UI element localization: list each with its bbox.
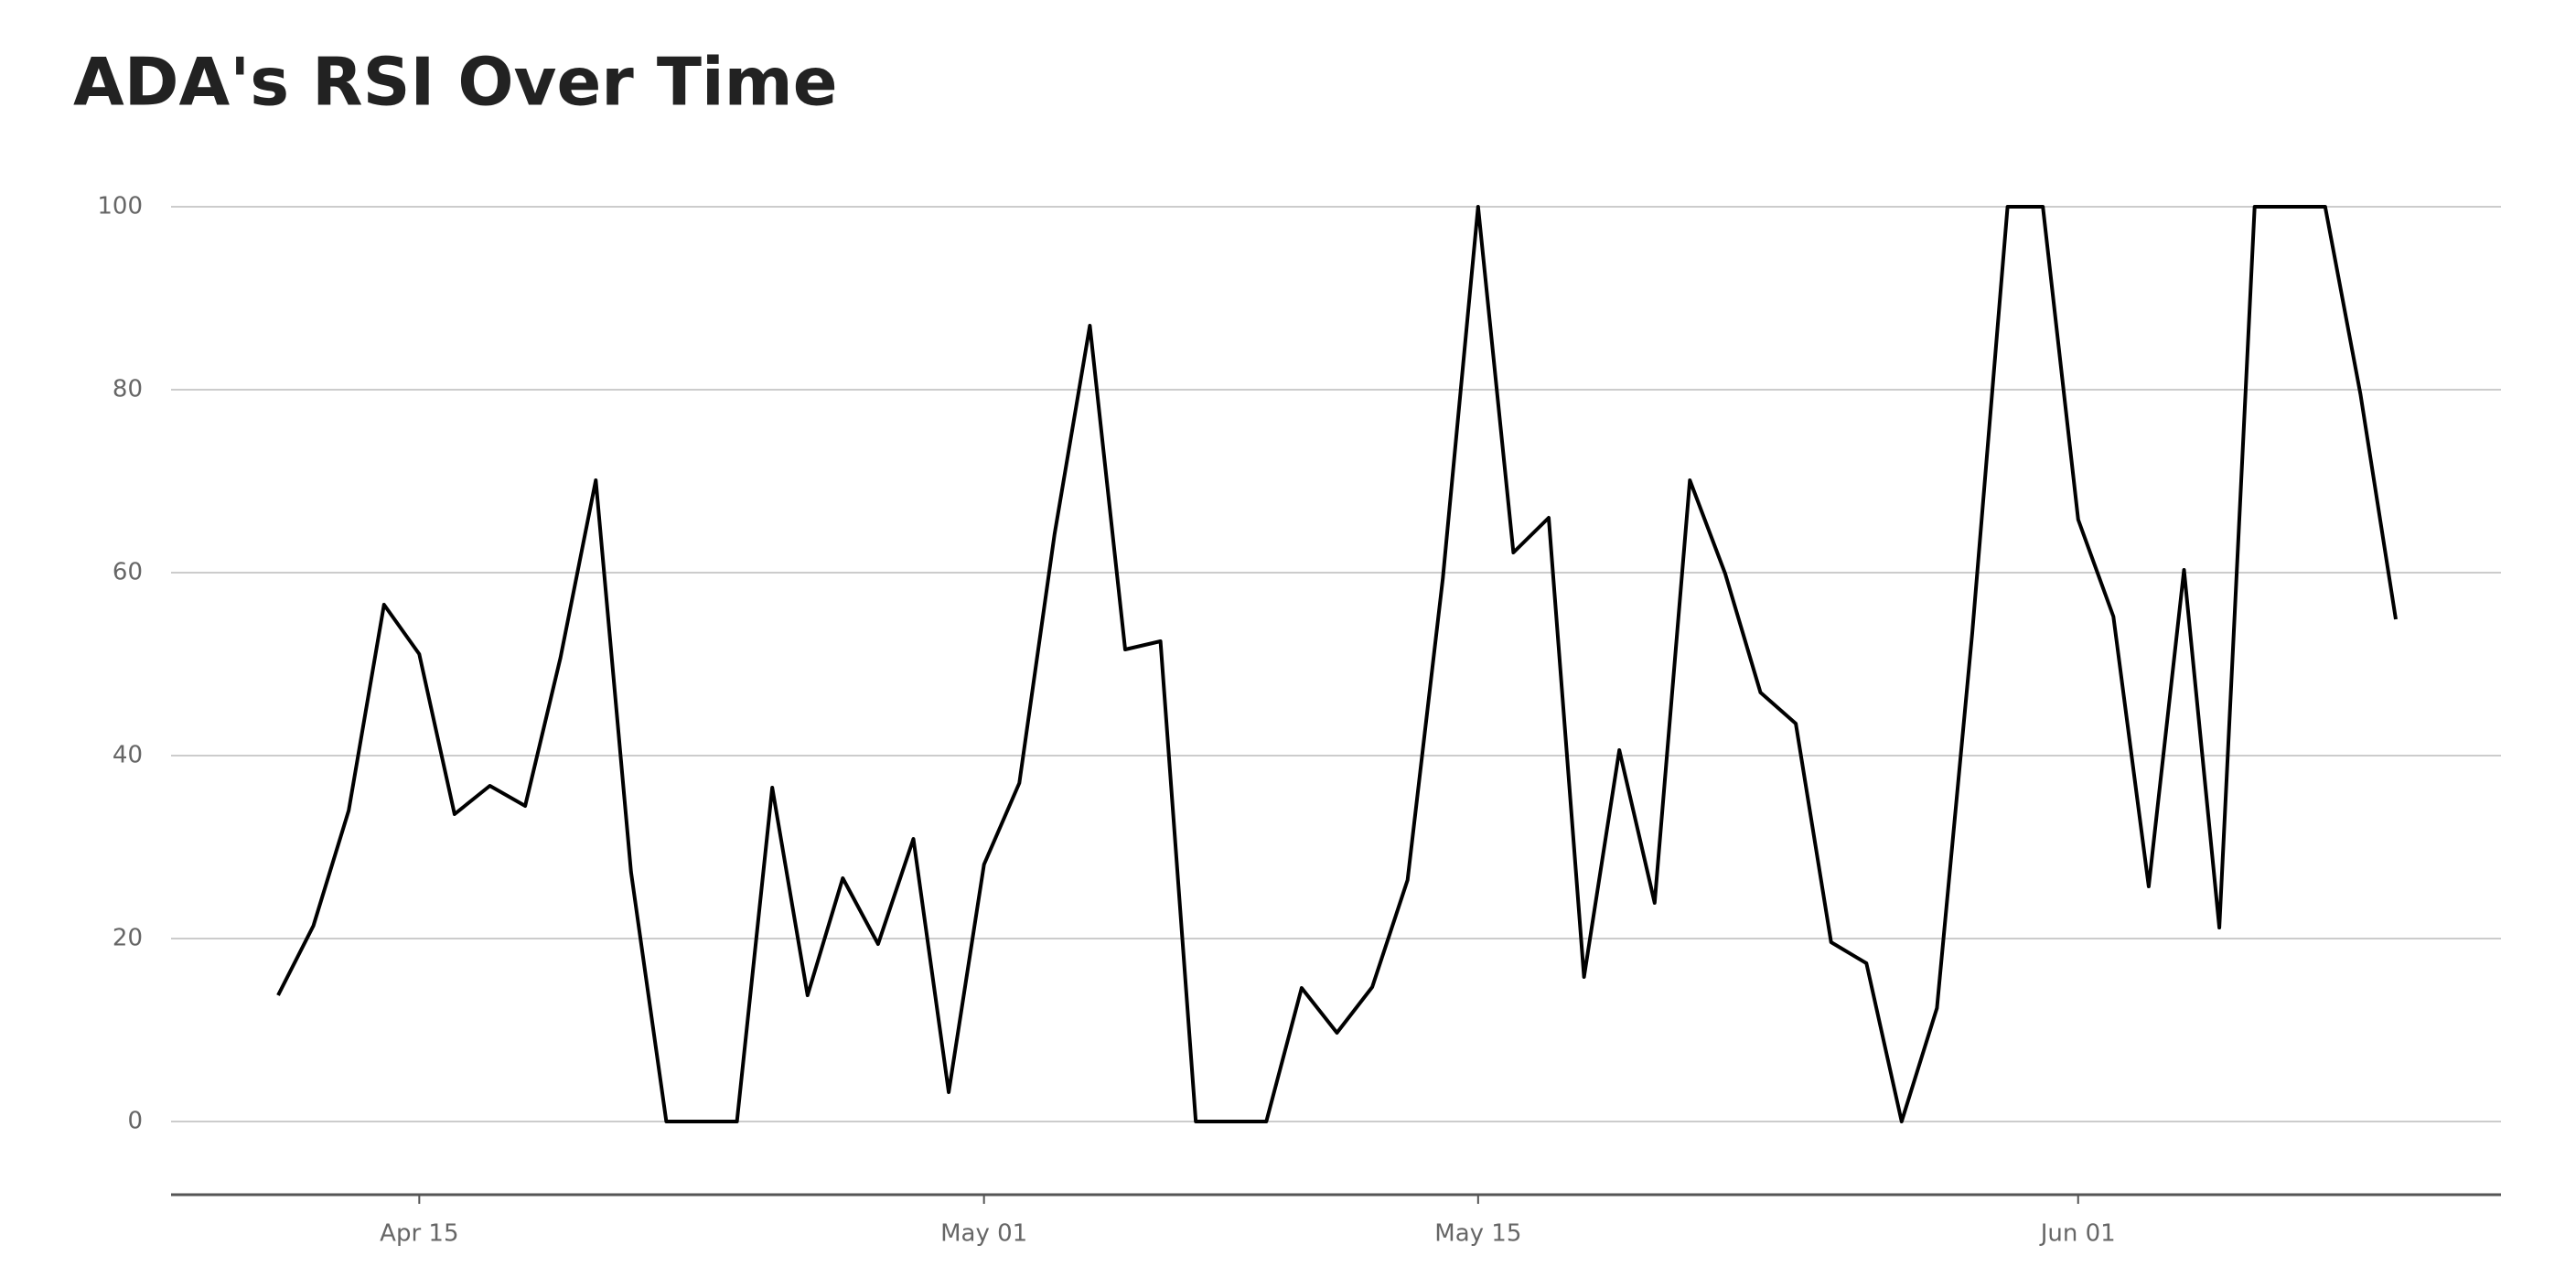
x-tick-label: Jun 01: [2039, 1220, 2116, 1248]
x-tick-label: May 01: [940, 1220, 1027, 1248]
y-tick-label: 40: [113, 742, 143, 769]
y-tick-label: 100: [97, 193, 143, 220]
chart-title: ADA's RSI Over Time: [73, 44, 838, 121]
x-tick-label: Apr 15: [380, 1220, 458, 1248]
y-tick-label: 0: [127, 1108, 143, 1135]
x-tick-label: May 15: [1434, 1220, 1521, 1248]
y-tick-label: 20: [113, 925, 143, 952]
rsi-line: [276, 205, 2398, 1123]
y-tick-label: 60: [113, 559, 143, 586]
y-tick-label: 80: [113, 376, 143, 403]
